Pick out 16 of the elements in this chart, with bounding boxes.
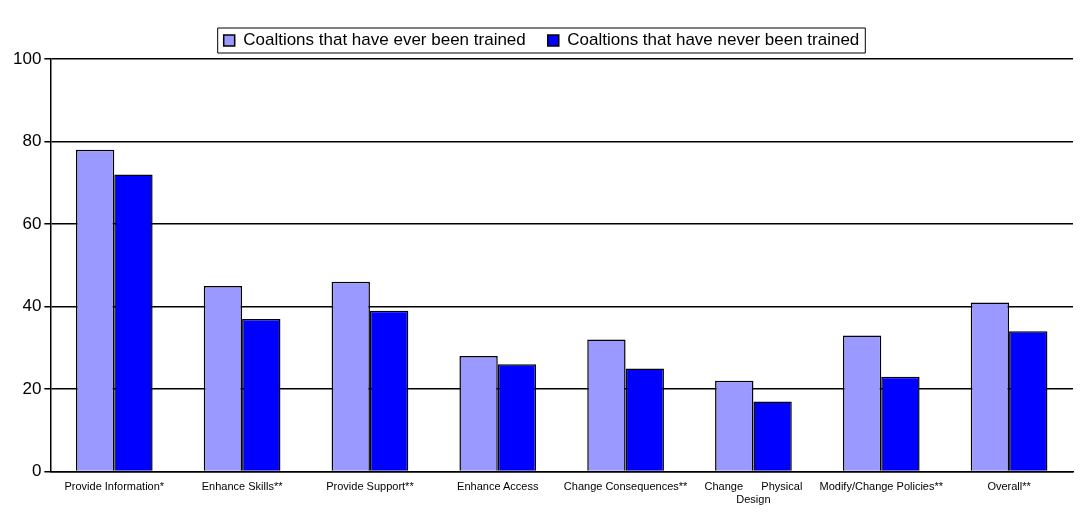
y-tick-label: 60 <box>22 213 42 233</box>
y-tick-label: 0 <box>31 461 42 481</box>
legend-label: Coaltions that have ever been trained <box>243 30 526 50</box>
x-tick-label: Modify/Change Policies** <box>819 480 944 493</box>
x-tick-label: Enhance Access <box>457 480 539 493</box>
legend-label: Coaltions that have never been trained <box>567 30 860 50</box>
x-tick-label: Change Physical Design <box>704 480 803 506</box>
x-tick-label: Enhance Skills** <box>201 480 284 493</box>
y-tick-label: 80 <box>22 131 42 151</box>
x-tick-label: Overall** <box>987 480 1032 493</box>
x-tick-label: Provide Support** <box>326 480 415 493</box>
y-tick-label: 20 <box>22 378 42 398</box>
x-tick-label: Provide Information* <box>64 480 165 493</box>
x-tick-label: Change Consequences** <box>563 480 689 493</box>
y-tick-label: 40 <box>22 296 42 316</box>
y-tick-label: 100 <box>12 48 42 68</box>
